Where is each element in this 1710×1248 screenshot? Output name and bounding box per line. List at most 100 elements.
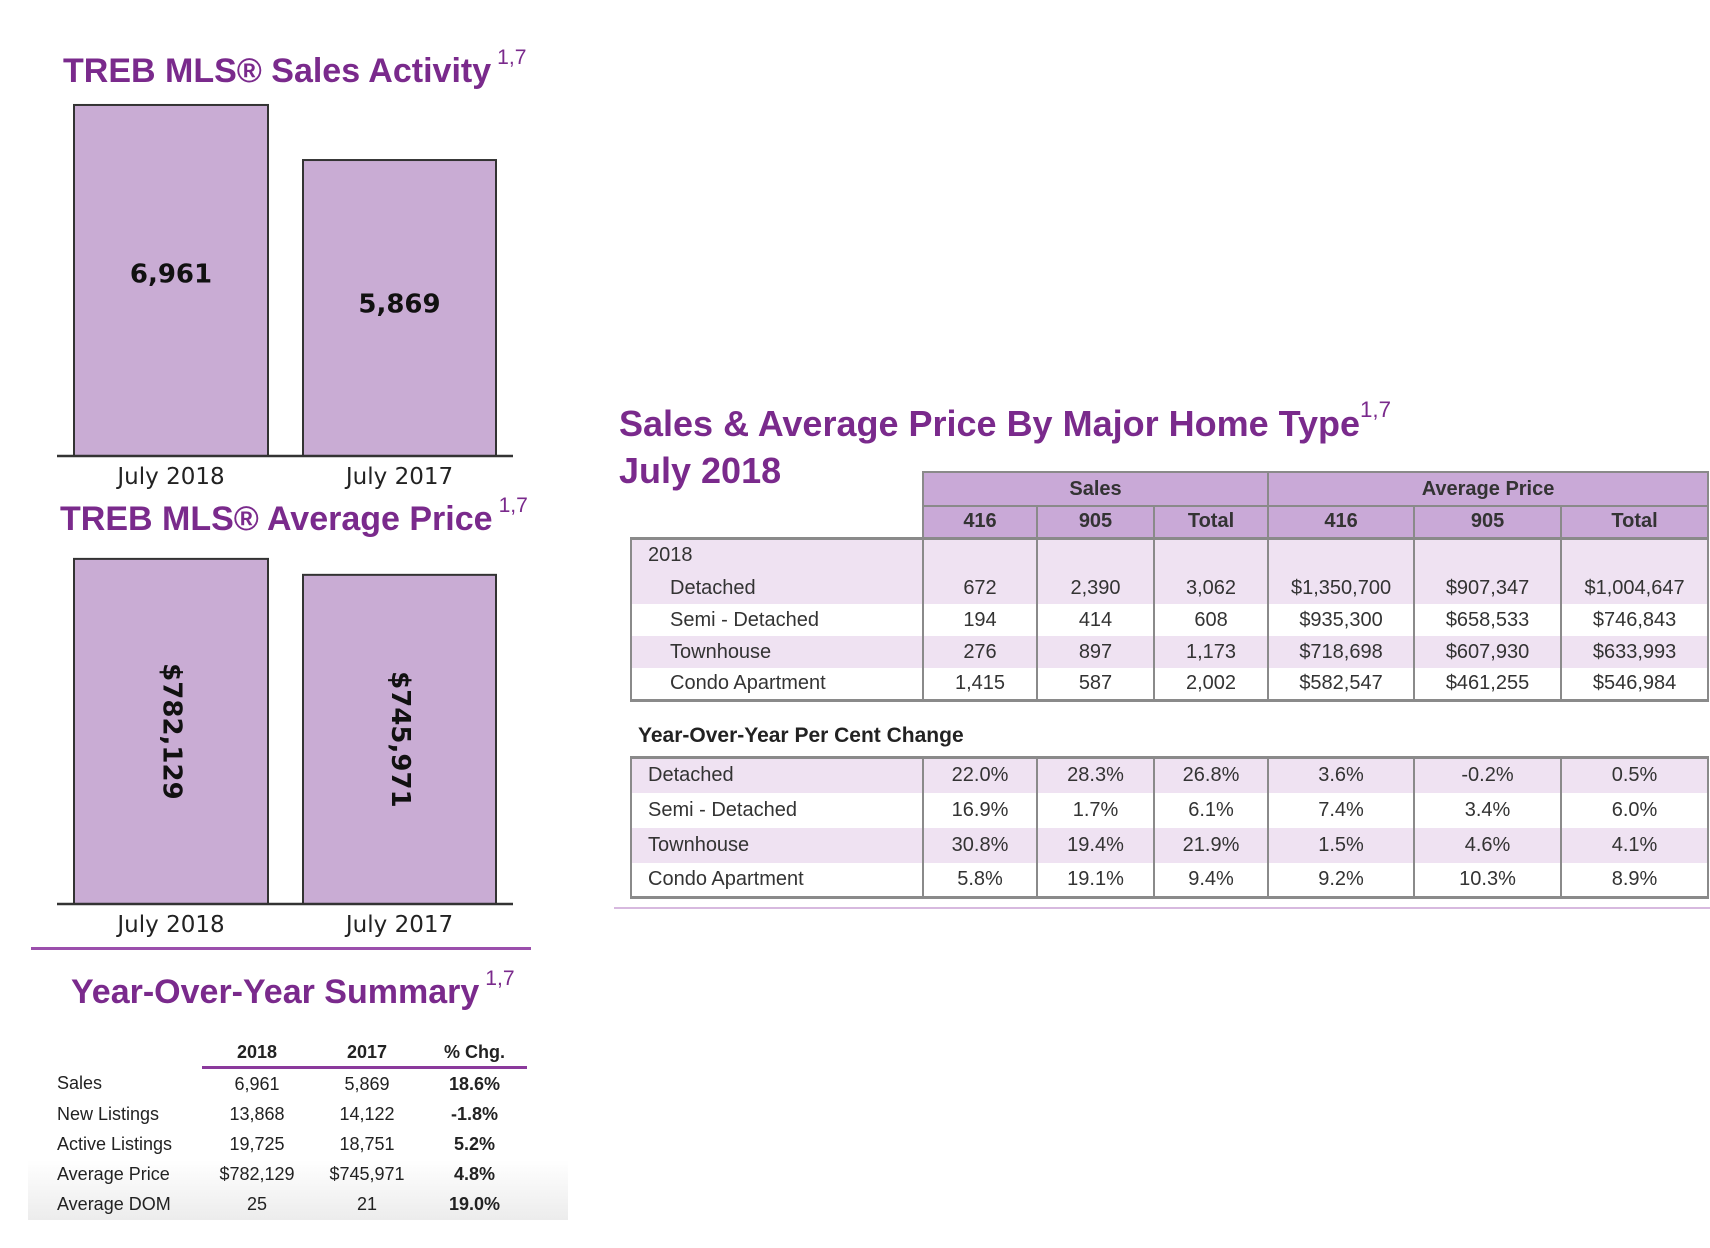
column-header: % Chg. [422,1038,527,1069]
table-cell [1152,536,1270,572]
table-cell: $658,533 [1413,604,1563,636]
table-cell: $718,698 [1267,636,1416,668]
table-cell: 6,961 [234,1073,280,1094]
column-header: 416 [1267,505,1416,539]
table-cell: 10.3% [1413,862,1562,899]
table-row: Condo Apartment 1,415 587 2,002 $582,547 $461… [630,668,1710,702]
bar-1 [302,573,497,905]
table-row: Sales 6,961 5,869 18.6% [57,1068,527,1100]
table-cell: 18,751 [339,1133,395,1154]
table-cell: 587 [1036,668,1155,702]
row-label: Sales [57,1072,103,1093]
column-header [57,1038,202,1068]
table-cell [1036,536,1155,572]
table-cell: 5.8% [922,862,1038,899]
category-label: July 2018 [115,912,224,938]
chart-title: TREB MLS® Average Price [60,500,493,538]
footnote-ref: 1,7 [485,967,515,990]
column-header: Total [1152,505,1270,539]
group-header: Average Price [1267,471,1710,507]
table-row: 2018 [630,536,1710,572]
column-header: 2017 [312,1038,422,1069]
column-header: 416 [922,505,1038,539]
table-cell: 3,062 [1152,572,1270,604]
table-cell: -0.2% [1413,756,1562,793]
table-cell: 9.4% [1153,862,1269,899]
table-cell: 276 [922,636,1038,668]
table-row: Semi - Detached 16.9% 1.7% 6.1% 7.4% 3.4% 6.0% [630,792,1709,828]
bar-1 [302,159,497,457]
row-label: Detached [630,756,924,793]
table-cell: $461,255 [1413,668,1563,702]
table-cell: 30.8% [922,827,1038,863]
row-label: New Listings [57,1103,160,1124]
table-cell: 6.0% [1560,792,1709,828]
sales-activity-title: TREB MLS® Sales Activity 1,7 [63,46,526,91]
chart-title: TREB MLS® Sales Activity [63,52,492,90]
table-cell: $1,004,647 [1560,572,1710,604]
table-cell: 194 [922,604,1038,636]
table-cell [1413,536,1563,572]
table-cell: 14,122 [339,1103,395,1124]
footnote-ref: 1,7 [498,494,528,517]
table-cell: 7.4% [1267,792,1415,828]
column-header: 905 [1036,505,1155,539]
table-cell: 1,173 [1152,636,1270,668]
table-cell: 19,725 [229,1133,285,1154]
sales-activity-chart: 6,961 July 2018 5,869 July 2017 [57,103,513,490]
data-label: 5,869 [358,290,440,320]
table-cell: 1.5% [1267,827,1415,863]
table-cell: $633,993 [1560,636,1710,668]
year-label: 2018 [630,536,924,572]
table-cell: 21 [356,1193,378,1214]
row-label: Condo Apartment [630,668,924,702]
table-cell: 5.2% [453,1133,496,1154]
table-row: New Listings 13,868 14,122 -1.8% [57,1099,527,1129]
category-label: July 2018 [115,464,224,490]
table-cell: 0.5% [1560,756,1709,793]
table-cell: 25 [246,1193,268,1214]
row-label: Townhouse [630,827,924,863]
table-row: Active Listings 19,725 18,751 5.2% [57,1129,527,1159]
table-cell: 4.1% [1560,827,1709,863]
table-cell [1560,536,1710,572]
row-label: Average Price [57,1163,170,1184]
column-header: 905 [1413,505,1563,539]
home-type-subtitle: July 2018 [619,450,782,491]
table-row: 2018 2017% Chg. [57,1038,527,1069]
table-row: Semi - Detached 194 414 608 $935,300 $658,533… [630,604,1710,636]
table-cell: 3.6% [1267,756,1415,793]
summary-title: Year-Over-Year Summary 1,7 [71,967,515,1012]
table-row: Average Price $782,129 $745,971 4.8% [57,1159,527,1189]
data-label: $745,971 [385,671,415,808]
table-cell: 1.7% [1036,792,1155,828]
row-label: Townhouse [630,636,924,668]
table-cell: 19.1% [1036,862,1155,899]
table-cell: 414 [1036,604,1155,636]
table-cell: $546,984 [1560,668,1710,702]
header-spacer [631,472,923,506]
table-cell: $607,930 [1413,636,1563,668]
table-cell: -1.8% [450,1103,499,1124]
table-cell: 1,415 [922,668,1038,702]
table-cell: 672 [922,572,1038,604]
table-cell: 6.1% [1153,792,1269,828]
data-label: 6,961 [130,259,212,289]
category-label: July 2017 [344,464,453,490]
table-cell: 897 [1036,636,1155,668]
table-cell: $745,971 [329,1163,405,1184]
table-row: Condo Apartment 5.8% 19.1% 9.4% 9.2% 10.3% 8.9… [630,862,1709,899]
category-label: July 2017 [344,912,453,938]
footnote-ref: 1,7 [497,46,527,69]
row-label: Average DOM [57,1193,171,1214]
table-row: Detached 22.0% 28.3% 26.8% 3.6% -0.2% 0.5% [630,756,1709,793]
table-cell: 9.2% [1267,862,1415,899]
table-cell: 2,002 [1152,668,1270,702]
row-label: Semi - Detached [630,792,924,828]
table-cell: 5,869 [344,1073,390,1094]
group-header: Sales [921,471,1270,507]
summary-title-text: Year-Over-Year Summary [71,973,480,1011]
table-cell: 22.0% [922,756,1038,793]
table-cell: 8.9% [1560,862,1709,899]
home-type-table: Sales Average Price 416 905 Total 416 905 Total… [630,471,1710,702]
